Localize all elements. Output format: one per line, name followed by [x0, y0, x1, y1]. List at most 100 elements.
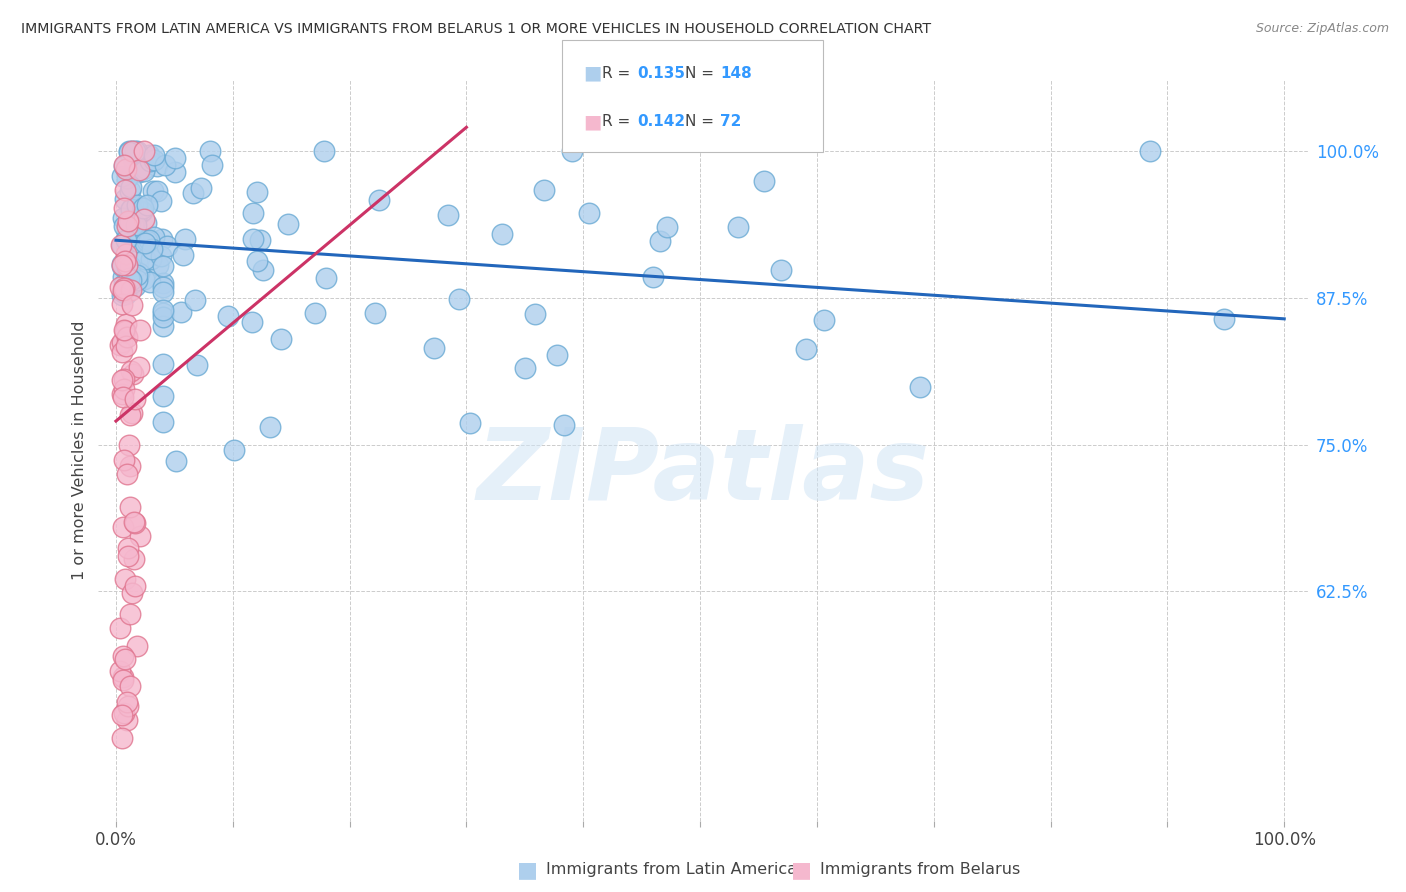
Point	[128, 235, 150, 249]
Point	[153, 158, 176, 172]
Point	[139, 252, 162, 267]
Point	[139, 275, 162, 289]
Point	[122, 552, 145, 566]
Point	[124, 579, 146, 593]
Point	[533, 183, 555, 197]
Text: Source: ZipAtlas.com: Source: ZipAtlas.com	[1256, 22, 1389, 36]
Point	[115, 330, 138, 344]
Point	[304, 306, 326, 320]
Point	[643, 269, 665, 284]
Point	[152, 276, 174, 290]
Point	[222, 442, 245, 457]
Point	[115, 255, 138, 269]
Point	[120, 273, 142, 287]
Point	[152, 389, 174, 403]
Point	[186, 359, 208, 373]
Point	[138, 154, 160, 169]
Point	[125, 144, 148, 158]
Point	[132, 236, 155, 251]
Point	[277, 217, 299, 231]
Point	[114, 233, 136, 247]
Point	[117, 258, 139, 272]
Point	[156, 239, 179, 253]
Point	[245, 254, 267, 268]
Point	[112, 706, 135, 721]
Point	[142, 230, 165, 244]
Point	[121, 153, 143, 167]
Point	[112, 673, 135, 688]
Point	[115, 713, 138, 727]
Point	[125, 639, 148, 653]
Point	[114, 652, 136, 666]
Point	[152, 310, 174, 324]
Point	[122, 217, 145, 231]
Point	[122, 198, 145, 212]
Point	[152, 318, 174, 333]
Point	[118, 184, 141, 198]
Point	[152, 259, 174, 273]
Point	[125, 218, 148, 232]
Point	[112, 158, 135, 172]
Point	[124, 278, 146, 293]
Text: IMMIGRANTS FROM LATIN AMERICA VS IMMIGRANTS FROM BELARUS 1 OR MORE VEHICLES IN H: IMMIGRANTS FROM LATIN AMERICA VS IMMIGRA…	[21, 22, 931, 37]
Point	[367, 194, 389, 208]
Point	[131, 204, 153, 219]
Point	[134, 252, 156, 266]
Point	[163, 151, 186, 165]
Point	[115, 170, 138, 185]
Text: ZIPatlas: ZIPatlas	[477, 425, 929, 521]
Point	[117, 549, 139, 563]
Point	[114, 324, 136, 338]
Point	[118, 260, 141, 274]
Point	[141, 242, 163, 256]
Point	[118, 145, 141, 159]
Point	[149, 249, 172, 263]
Point	[152, 285, 174, 300]
Point	[112, 269, 135, 284]
Point	[128, 163, 150, 178]
Text: N =: N =	[685, 114, 718, 129]
Point	[546, 348, 568, 362]
Point	[118, 607, 141, 622]
Point	[118, 437, 141, 451]
Point	[655, 219, 678, 234]
Point	[111, 288, 134, 302]
Point	[125, 198, 148, 212]
Point	[112, 382, 135, 396]
Point	[124, 144, 146, 158]
Point	[122, 213, 145, 227]
Point	[122, 218, 145, 232]
Point	[146, 258, 169, 272]
Point	[125, 227, 148, 242]
Point	[111, 256, 134, 270]
Point	[553, 417, 575, 432]
Point	[108, 279, 131, 293]
Point	[121, 211, 143, 225]
Point	[136, 235, 159, 249]
Text: R =: R =	[602, 66, 636, 81]
Point	[111, 285, 134, 299]
Point	[142, 153, 165, 167]
Point	[111, 649, 134, 664]
Point	[217, 310, 239, 324]
Point	[111, 238, 134, 252]
Point	[423, 341, 446, 355]
Point	[249, 233, 271, 247]
Point	[120, 234, 142, 248]
Point	[115, 467, 138, 482]
Y-axis label: 1 or more Vehicles in Household: 1 or more Vehicles in Household	[72, 321, 87, 580]
Point	[121, 297, 143, 311]
Point	[120, 180, 142, 194]
Point	[120, 364, 142, 378]
Text: Immigrants from Belarus: Immigrants from Belarus	[820, 863, 1019, 877]
Point	[648, 234, 671, 248]
Point	[259, 419, 281, 434]
Point	[128, 266, 150, 280]
Point	[142, 184, 165, 198]
Point	[115, 339, 138, 353]
Point	[110, 238, 132, 252]
Text: R =: R =	[602, 114, 636, 129]
Point	[190, 181, 212, 195]
Point	[114, 253, 136, 268]
Point	[114, 281, 136, 295]
